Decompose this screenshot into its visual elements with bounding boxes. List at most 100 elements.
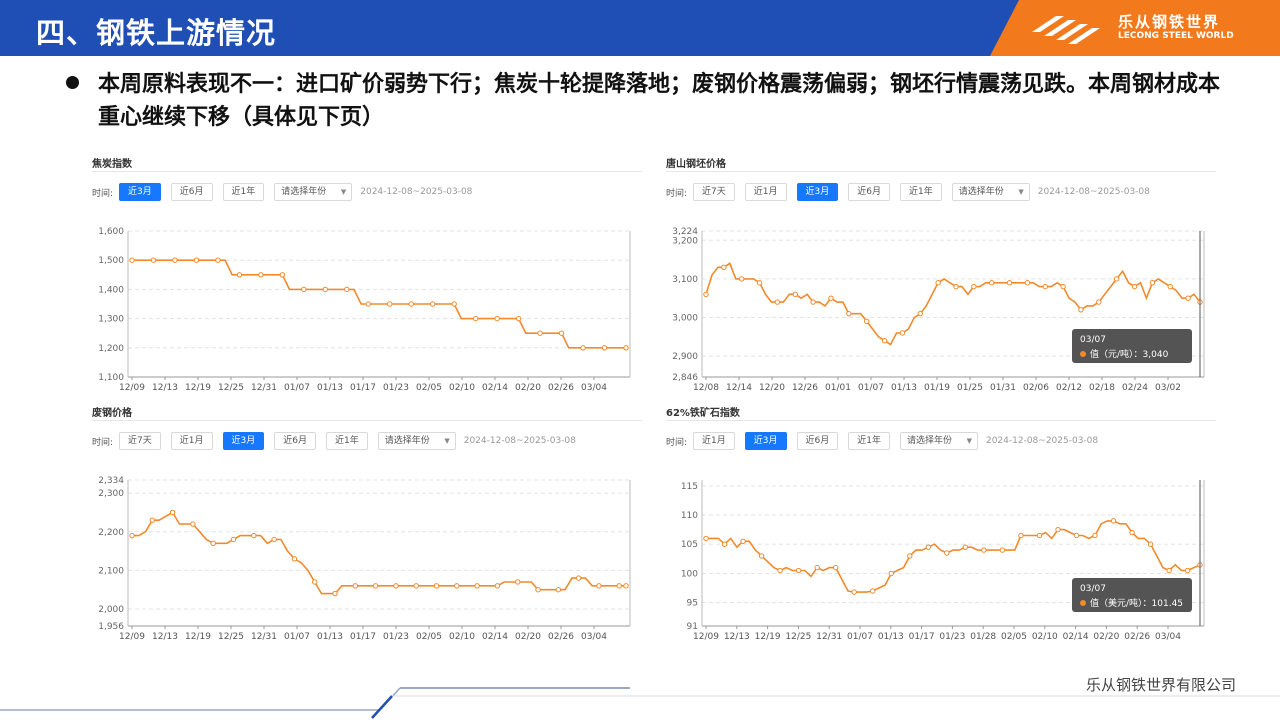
tooltip-box bbox=[1072, 329, 1192, 363]
data-point bbox=[795, 567, 802, 574]
data-point bbox=[1024, 280, 1031, 286]
range-button[interactable]: 近3月 bbox=[119, 183, 161, 201]
data-point bbox=[1018, 532, 1024, 539]
range-button[interactable]: 近6月 bbox=[274, 432, 316, 450]
x-tick-label: 03/04 bbox=[581, 383, 607, 393]
data-point bbox=[1073, 532, 1080, 539]
data-point bbox=[988, 280, 995, 286]
time-label: 时间: bbox=[666, 437, 688, 448]
year-select[interactable]: 请选择年份 ▼ bbox=[899, 432, 978, 450]
date-range-text: 2024-12-08~2025-03-08 bbox=[985, 436, 1099, 446]
data-point bbox=[1110, 518, 1117, 524]
range-button[interactable]: 近1年 bbox=[899, 183, 942, 201]
range-button[interactable]: 近7天 bbox=[693, 183, 735, 201]
bullet-dot bbox=[66, 76, 79, 89]
y-tick-label: 1,100 bbox=[98, 373, 124, 383]
x-tick-label: 12/13 bbox=[152, 632, 178, 642]
data-point bbox=[494, 583, 501, 589]
year-select[interactable]: 请选择年份 ▼ bbox=[951, 183, 1030, 201]
x-tick-label: 01/07 bbox=[858, 383, 884, 393]
range-button[interactable]: 近1年 bbox=[325, 432, 368, 450]
x-tick-label: 01/31 bbox=[990, 383, 1016, 393]
year-select[interactable]: 请选择年份 ▼ bbox=[274, 183, 353, 201]
chevron-down-icon: ▼ bbox=[340, 188, 347, 196]
range-button[interactable]: 近3月 bbox=[796, 183, 839, 201]
range-button[interactable]: 近6月 bbox=[170, 183, 213, 201]
data-point bbox=[935, 280, 941, 286]
data-point bbox=[899, 330, 906, 336]
range-button[interactable]: 近1月 bbox=[693, 432, 735, 450]
x-tick-label: 03/04 bbox=[1155, 632, 1181, 642]
x-tick-label: 01/23 bbox=[383, 632, 409, 642]
x-tick-label: 02/12 bbox=[1056, 383, 1082, 393]
data-point bbox=[1036, 532, 1043, 539]
data-point bbox=[1060, 283, 1066, 290]
y-tick-label: 105 bbox=[681, 540, 698, 550]
range-button[interactable]: 近7天 bbox=[119, 432, 161, 450]
range-button[interactable]: 近3月 bbox=[744, 432, 787, 450]
x-tick-label: 12/25 bbox=[218, 383, 244, 393]
range-button[interactable]: 近1月 bbox=[170, 432, 213, 450]
data-point bbox=[193, 257, 200, 263]
time-label: 时间: bbox=[92, 437, 114, 448]
data-point bbox=[828, 295, 834, 301]
x-tick-label: 12/31 bbox=[251, 632, 277, 642]
x-tick-label: 12/25 bbox=[785, 632, 811, 642]
x-tick-label: 01/13 bbox=[891, 383, 917, 393]
x-tick-label: 03/02 bbox=[1155, 383, 1181, 393]
x-tick-label: 12/19 bbox=[185, 632, 211, 642]
data-point bbox=[433, 583, 440, 589]
data-point bbox=[149, 517, 156, 523]
data-point bbox=[312, 579, 318, 585]
data-point bbox=[472, 315, 479, 322]
data-point bbox=[1167, 283, 1173, 290]
divider bbox=[666, 171, 1216, 172]
tooltip-marker bbox=[1080, 351, 1086, 357]
data-point bbox=[291, 556, 298, 562]
y-tick-label: 1,500 bbox=[98, 256, 124, 266]
data-point bbox=[210, 540, 216, 547]
series-line bbox=[706, 520, 1201, 593]
data-point bbox=[322, 286, 329, 293]
data-point bbox=[601, 345, 608, 351]
data-point bbox=[1042, 283, 1048, 290]
range-button[interactable]: 近1年 bbox=[848, 432, 890, 450]
y-tick-label: 2,334 bbox=[98, 476, 124, 486]
data-point bbox=[129, 257, 135, 263]
x-tick-label: 12/31 bbox=[816, 632, 842, 642]
data-point bbox=[372, 583, 379, 589]
data-point bbox=[1166, 567, 1172, 574]
chart-panel-scrap: 废钢价格 时间: 近7天 近1月 近3月 近6月 近1年 请选择年份 ▼ 2024-12-08~… bbox=[92, 404, 642, 649]
data-point bbox=[832, 564, 839, 571]
data-point bbox=[814, 564, 820, 571]
x-tick-label: 01/25 bbox=[957, 383, 983, 393]
data-point bbox=[616, 583, 622, 589]
x-tick-label: 12/25 bbox=[218, 632, 244, 642]
time-filter-toolbar: 时间: 近7天 近1月 近3月 近6月 近1年 请选择年份 ▼ 2024-12-08~2025-… bbox=[92, 432, 576, 450]
footer-lines bbox=[0, 687, 1280, 719]
y-tick-label: 1,200 bbox=[98, 344, 124, 354]
x-tick-label: 02/20 bbox=[515, 632, 541, 642]
range-button[interactable]: 近1年 bbox=[222, 183, 265, 201]
range-button[interactable]: 近6月 bbox=[796, 432, 839, 450]
data-point bbox=[474, 583, 480, 589]
range-button[interactable]: 近3月 bbox=[222, 432, 265, 450]
y-tick-label: 100 bbox=[681, 569, 698, 579]
tooltip-value: 值（美元/吨）：101.45 bbox=[1090, 597, 1183, 609]
data-point bbox=[451, 301, 457, 307]
range-button[interactable]: 近1月 bbox=[744, 183, 787, 201]
y-tick-label: 1,956 bbox=[98, 622, 124, 632]
line-chart: 91 95 100 105 110 115 12/09 12/13 12/19 12/25 12/3… bbox=[681, 480, 1205, 642]
x-tick-label: 12/26 bbox=[792, 383, 818, 393]
year-select[interactable]: 请选择年份 ▼ bbox=[377, 432, 456, 450]
y-tick-label: 91 bbox=[687, 622, 698, 632]
range-button[interactable]: 近6月 bbox=[848, 183, 890, 201]
y-tick-label: 95 bbox=[687, 599, 698, 609]
x-tick-label: 01/17 bbox=[350, 632, 376, 642]
divider bbox=[92, 420, 642, 421]
data-point bbox=[888, 570, 894, 577]
data-point bbox=[129, 532, 135, 539]
data-point bbox=[944, 550, 950, 556]
data-point bbox=[408, 301, 414, 307]
